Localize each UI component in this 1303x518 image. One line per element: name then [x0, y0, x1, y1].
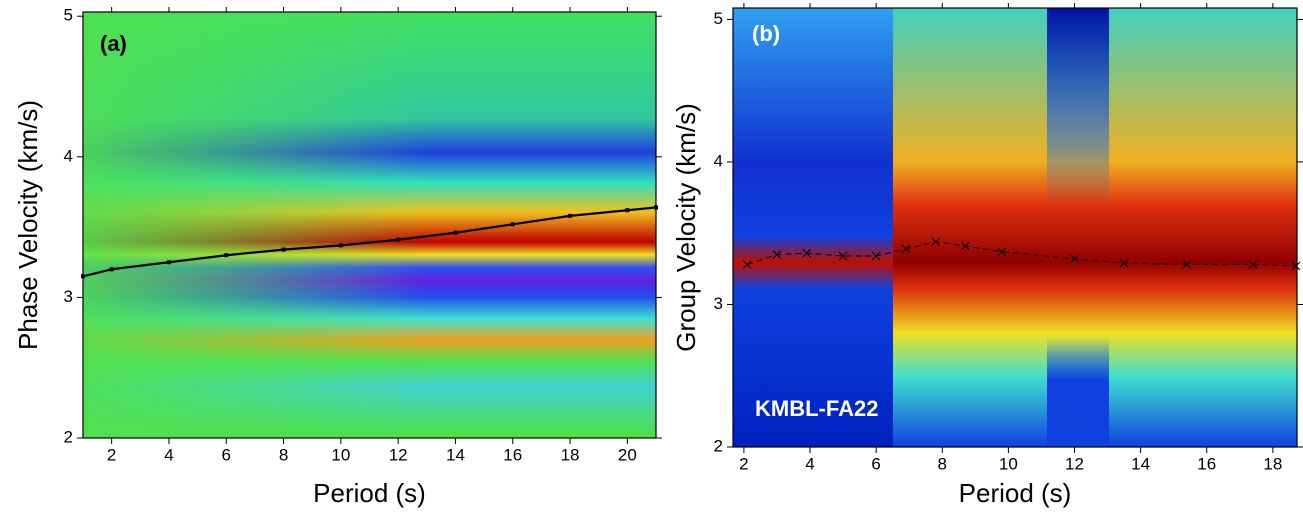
y-tick-label: 2 — [714, 436, 723, 455]
x-tick-label: 14 — [1131, 454, 1150, 473]
y-tick-label: 4 — [64, 146, 73, 165]
point-marker — [742, 260, 752, 269]
y-axis-title: Group Velocity (km/s) — [671, 103, 701, 352]
point-marker — [961, 241, 970, 251]
x-tick-label: 6 — [222, 445, 231, 464]
point-marker — [901, 244, 911, 254]
x-tick-label: 12 — [1065, 454, 1084, 473]
x-tick-label: 4 — [164, 445, 173, 464]
x-tick-label: 10 — [999, 454, 1018, 473]
plot-frame — [732, 7, 1298, 448]
point-marker — [1291, 261, 1301, 271]
x-tick-label: 16 — [503, 445, 522, 464]
station-label: KMBL-FA22 — [755, 396, 878, 421]
x-tick-label: 4 — [805, 454, 814, 473]
point-marker — [568, 213, 573, 218]
x-tick-label: 18 — [1263, 454, 1282, 473]
x-tick-label: 12 — [389, 445, 408, 464]
y-tick-label: 5 — [714, 9, 723, 28]
point-marker — [166, 260, 171, 265]
point-marker — [1248, 260, 1258, 269]
point-marker — [1119, 258, 1129, 268]
x-axis-title: Period (s) — [959, 478, 1072, 508]
point-marker — [1182, 260, 1192, 269]
y-tick-label: 2 — [64, 427, 73, 446]
dispersion-curve — [82, 206, 657, 278]
point-marker — [510, 222, 515, 227]
heatmap-a — [83, 12, 656, 438]
dispersion-curve — [747, 241, 1297, 267]
x-axis-title: Period (s) — [313, 478, 426, 508]
x-tick-label: 16 — [1197, 454, 1216, 473]
y-tick-label: 5 — [64, 6, 73, 25]
panel-label: (a) — [100, 31, 127, 56]
point-marker — [931, 237, 941, 247]
point-marker — [338, 243, 343, 248]
y-tick-label: 3 — [714, 294, 723, 313]
point-marker — [802, 248, 812, 258]
point-marker — [654, 205, 658, 210]
point-marker — [772, 250, 782, 259]
point-marker — [109, 267, 114, 272]
point-marker — [396, 237, 401, 242]
panel-label: (b) — [752, 21, 780, 46]
x-tick-label: 18 — [561, 445, 580, 464]
point-marker — [224, 253, 229, 258]
x-tick-label: 8 — [938, 454, 947, 473]
x-tick-label: 14 — [446, 445, 465, 464]
heatmap-b — [733, 8, 1297, 447]
y-tick-label: 4 — [714, 151, 723, 170]
x-tick-label: 8 — [279, 445, 288, 464]
point-marker — [1070, 254, 1079, 264]
point-marker — [997, 247, 1007, 257]
point-marker — [838, 251, 848, 261]
x-tick-label: 20 — [618, 445, 637, 464]
plot-frame — [82, 11, 657, 439]
point-marker — [81, 274, 85, 279]
point-marker — [281, 247, 286, 252]
point-marker — [453, 230, 458, 235]
y-axis-title: Phase Velocity (km/s) — [13, 100, 43, 350]
point-marker — [871, 251, 881, 261]
x-tick-label: 10 — [331, 445, 350, 464]
point-marker — [625, 208, 630, 213]
y-tick-label: 3 — [64, 287, 73, 306]
x-tick-label: 2 — [107, 445, 116, 464]
x-tick-label: 6 — [871, 454, 880, 473]
x-tick-label: 2 — [739, 454, 748, 473]
